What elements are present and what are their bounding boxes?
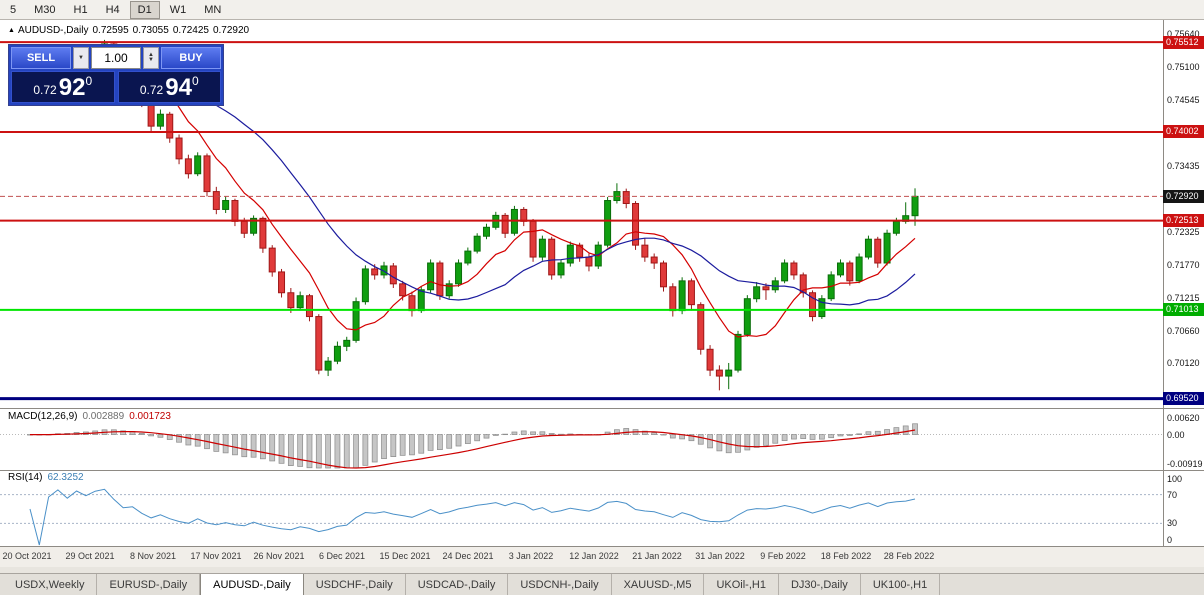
date-axis-label: 28 Feb 2022 xyxy=(883,551,935,561)
chart-tab-xauusd-m5[interactable]: XAUUSD-,M5 xyxy=(612,574,705,595)
timeframe-button-h4[interactable]: H4 xyxy=(105,3,120,16)
date-axis-label: 31 Jan 2022 xyxy=(695,551,745,561)
date-axis-label: 21 Jan 2022 xyxy=(632,551,682,561)
date-axis-label: 12 Jan 2022 xyxy=(569,551,619,561)
buy-price-pip: 0 xyxy=(191,74,199,88)
date-axis-label: 6 Dec 2021 xyxy=(318,551,366,561)
sell-price-pip: 0 xyxy=(85,74,93,88)
price-level-badge: 0.69520 xyxy=(1163,392,1204,406)
timeframe-button-h1[interactable]: H1 xyxy=(73,3,88,16)
volume-up-icon[interactable]: ▲ xyxy=(148,52,154,58)
price-axis-label: 0.70120 xyxy=(1167,357,1200,368)
price-axis[interactable]: 0.756400.751000.745450.739900.734350.723… xyxy=(1163,20,1204,547)
sell-price-big: 92 xyxy=(58,74,86,101)
date-axis-label: 20 Oct 2021 xyxy=(2,551,52,561)
volume-dropdown-icon[interactable]: ▼ xyxy=(73,47,89,69)
price-level-badge: 0.75512 xyxy=(1163,35,1204,49)
ohlc-open: 0.72595 xyxy=(92,25,129,36)
volume-input[interactable] xyxy=(91,47,141,69)
date-axis-label: 24 Dec 2021 xyxy=(442,551,494,561)
chart-tab-usdcad-daily[interactable]: USDCAD-,Daily xyxy=(406,574,509,595)
macd-indicator-label: MACD(12,26,9) 0.002889 0.001723 xyxy=(8,411,171,422)
chart-symbol-label: AUDUSD-,Daily xyxy=(17,25,89,36)
timeframe-button-d1[interactable]: D1 xyxy=(129,0,160,19)
price-axis-label: 0.72325 xyxy=(1167,226,1200,237)
chart-tab-usdx-weekly[interactable]: USDX,Weekly xyxy=(3,574,98,595)
chart-tab-audusd-daily[interactable]: AUDUSD-,Daily xyxy=(200,574,304,595)
price-axis-label: 0.71770 xyxy=(1167,259,1200,270)
rsi-axis-label: 0 xyxy=(1167,535,1173,545)
buy-button[interactable]: BUY xyxy=(161,47,221,69)
date-axis-label: 17 Nov 2021 xyxy=(190,551,242,561)
macd-signal-value: 0.001723 xyxy=(129,411,171,422)
time-axis[interactable]: 20 Oct 2021 29 Oct 2021 8 Nov 2021 17 Nov 2… xyxy=(0,547,1163,567)
chart-tabs-bar: USDX,Weekly EURUSD-,Daily AUDUSD-,Daily USD… xyxy=(0,573,1204,595)
volume-stepper[interactable]: ▲ ▼ xyxy=(143,47,159,69)
date-axis-label: 18 Feb 2022 xyxy=(820,551,872,561)
price-level-badge: 0.71013 xyxy=(1163,303,1204,317)
volume-down-icon[interactable]: ▼ xyxy=(148,57,154,63)
buy-price-big: 94 xyxy=(165,74,192,101)
macd-axis-label: 0.00 xyxy=(1167,429,1185,440)
macd-name: MACD(12,26,9) xyxy=(8,411,78,422)
price-axis-label: 0.73435 xyxy=(1167,160,1200,171)
macd-axis-label: 0.00620 xyxy=(1167,413,1200,423)
rsi-axis-label: 30 xyxy=(1167,518,1178,529)
timeframe-button-mn[interactable]: MN xyxy=(204,3,222,16)
chart-tab-eurusd-daily[interactable]: EURUSD-,Daily xyxy=(97,574,201,595)
ohlc-high: 0.73055 xyxy=(132,25,169,36)
buy-price-display: 0.72 94 0 xyxy=(117,71,221,103)
price-level-badge: 0.74002 xyxy=(1163,125,1204,139)
sell-button[interactable]: SELL xyxy=(11,47,71,69)
price-level-badge: 0.72920 xyxy=(1163,189,1204,203)
price-level-badge: 0.72513 xyxy=(1163,214,1204,228)
rsi-indicator-label: RSI(14) 62.3252 xyxy=(8,472,84,483)
date-axis-label: 29 Oct 2021 xyxy=(65,551,115,561)
date-axis-label: 9 Feb 2022 xyxy=(760,551,806,561)
rsi-axis-label: 70 xyxy=(1167,489,1178,500)
timeframe-button-5[interactable]: 5 xyxy=(10,3,17,16)
price-axis-label: 0.71215 xyxy=(1167,292,1200,303)
price-axis-label: 0.75100 xyxy=(1167,61,1200,72)
ohlc-low: 0.72425 xyxy=(172,25,209,36)
date-axis-label: 8 Nov 2021 xyxy=(129,551,177,561)
chart-tab-uk100-h1[interactable]: UK100-,H1 xyxy=(861,574,941,595)
ohlc-close: 0.72920 xyxy=(212,25,250,36)
timeframe-toolbar: 5 M30 H1 H4 D1 W1 MN xyxy=(0,0,1204,20)
sell-price-prefix: 0.72 xyxy=(33,83,57,97)
sell-price-display: 0.72 92 0 xyxy=(11,71,115,103)
chart-tab-ukoil-h1[interactable]: UKOil-,H1 xyxy=(704,574,779,595)
date-axis-label: 15 Dec 2021 xyxy=(379,551,431,561)
rsi-name: RSI(14) xyxy=(8,472,43,483)
macd-main-value: 0.002889 xyxy=(82,411,125,422)
chart-shift-icon: ▲ xyxy=(8,27,15,34)
macd-axis-label: -0.00919 xyxy=(1167,459,1203,469)
price-axis-label: 0.74545 xyxy=(1167,94,1200,105)
rsi-value: 62.3252 xyxy=(47,472,84,483)
chart-tab-dj30-daily[interactable]: DJ30-,Daily xyxy=(779,574,861,595)
price-axis-label: 0.70660 xyxy=(1167,325,1200,336)
timeframe-button-m30[interactable]: M30 xyxy=(34,3,56,16)
timeframe-button-w1[interactable]: W1 xyxy=(169,3,187,16)
chart-tab-usdcnh-daily[interactable]: USDCNH-,Daily xyxy=(508,574,612,595)
rsi-axis-label: 100 xyxy=(1167,474,1183,484)
buy-price-prefix: 0.72 xyxy=(139,83,164,97)
chart-symbol-ohlc: ▲ AUDUSD-,Daily 0.72595 0.73055 0.72425 0.729… xyxy=(8,25,253,36)
chart-tab-usdchf-daily[interactable]: USDCHF-,Daily xyxy=(304,574,406,595)
date-axis-label: 26 Nov 2021 xyxy=(253,551,305,561)
date-axis-label: 3 Jan 2022 xyxy=(508,551,554,561)
price-axis-label: 0.75640 xyxy=(1167,29,1200,40)
